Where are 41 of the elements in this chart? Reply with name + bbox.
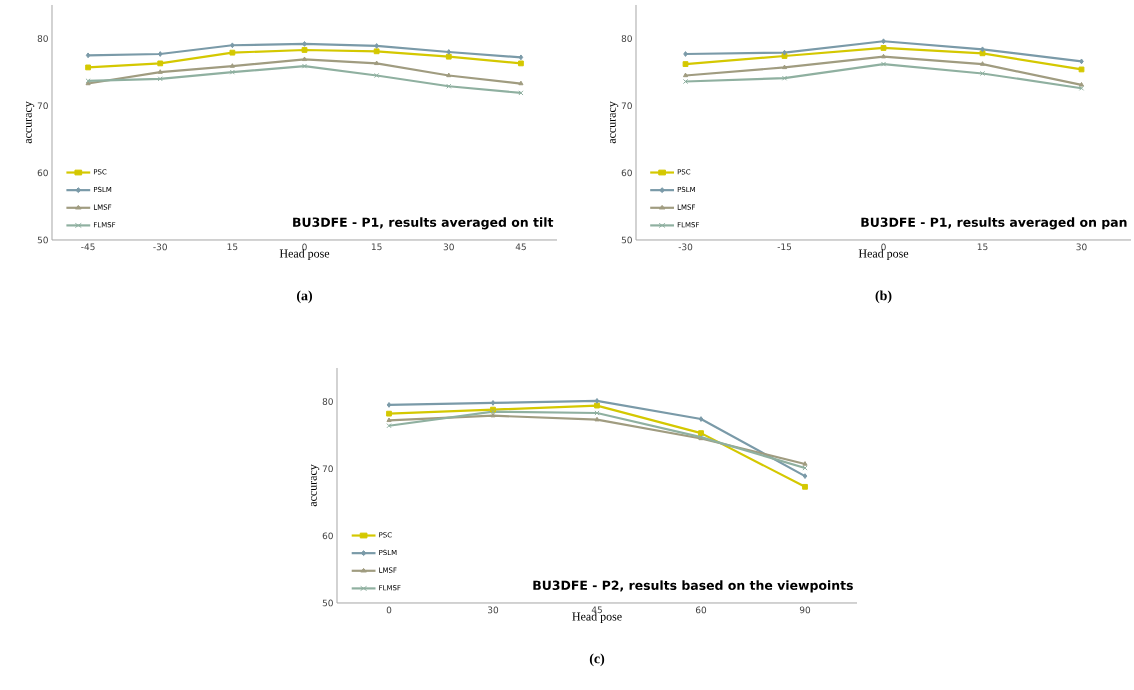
x-tick-label: -30 [153,243,167,251]
x-tick-label: 30 [443,243,454,251]
x-axis-title: Head pose [572,612,622,623]
text: (c) [589,653,605,667]
x-tick-label: 15 [977,243,988,251]
y-tick-label: 60 [37,169,48,177]
y-tick-label: 80 [37,35,48,42]
x-tick-label: -15 [777,243,792,251]
x-axis-title: Head pose [279,249,330,260]
x-tick-label: 30 [1076,243,1087,251]
text: BU3DFE - P1, results averaged on tilt [293,217,554,230]
y-tick-label: 70 [37,102,48,110]
x-tick-label: 45 [591,606,602,614]
y-tick-label: 60 [621,169,632,177]
y-tick-label: 50 [37,236,48,244]
text: (a) [296,290,313,304]
x-tick-label: 45 [515,243,526,251]
text: BU3DFE - P1, results averaged on pan [861,217,1127,230]
x-tick-label: 60 [695,606,707,614]
x-tick-label: 0 [386,606,392,614]
x-tick-label: 30 [487,606,499,614]
x-tick-label: -45 [81,243,95,251]
x-tick-label: 15 [227,243,238,251]
x-tick-label: -30 [678,243,693,251]
x-tick-label: 0 [881,243,886,251]
y-axis-title: accuracy [26,101,35,144]
y-tick-label: 80 [621,35,632,42]
y-tick-label: 60 [322,532,333,540]
y-tick-label: 50 [621,236,632,244]
x-tick-label: 0 [302,243,307,251]
y-axis-title: accuracy [610,101,619,144]
y-tick-label: 50 [322,599,333,607]
x-tick-label: 90 [799,606,811,614]
text: BU3DFE - P2, results based on the viewpoints [533,580,853,593]
y-tick-label: 70 [621,102,632,110]
x-tick-label: 15 [371,243,382,251]
y-axis-title: accuracy [311,464,320,507]
x-axis-title: Head pose [858,249,909,260]
text: (b) [875,290,892,304]
y-tick-label: 70 [322,465,333,473]
y-tick-label: 80 [322,398,333,405]
